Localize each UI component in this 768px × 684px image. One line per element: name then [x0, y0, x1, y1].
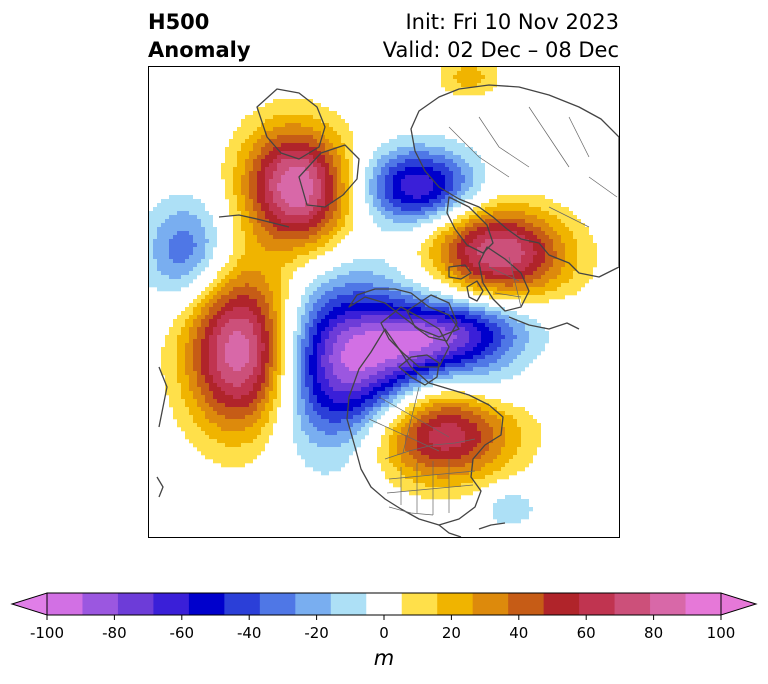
colorbar-segment [224, 593, 261, 615]
valid-dates: Valid: 02 Dec – 08 Dec [382, 38, 619, 62]
colorbar-tick-label: 100 [706, 624, 736, 642]
coastline-europe [478, 246, 530, 312]
colorbar-tick-label: -40 [236, 624, 262, 642]
colorbar-tick-label: 0 [379, 624, 389, 642]
coastlines [156, 84, 619, 537]
map-title: H500 Anomaly [148, 8, 251, 64]
coastline-west-pacific-islands [156, 476, 164, 498]
colorbar-tick-label: -100 [29, 624, 65, 642]
border-us-canada [384, 438, 476, 460]
colorbar-segment [259, 593, 296, 615]
colorbar-tick-label: 40 [509, 624, 529, 642]
coastline-eurasia [410, 84, 619, 278]
colorbar-tick-label: 20 [441, 624, 461, 642]
colorbar-segment [295, 593, 332, 615]
anomaly-contours [149, 67, 597, 524]
colorbar-tick-label: 80 [644, 624, 664, 642]
colorbar-segment [614, 593, 651, 615]
coastline-canadian-arctic [348, 288, 460, 338]
coastline-iceland [448, 264, 472, 280]
colorbar-segment [153, 593, 190, 615]
coastline-aleutians [218, 214, 290, 228]
coastline-greenland [380, 306, 450, 368]
title-type: Anomaly [148, 38, 251, 62]
coastline-british-isles [466, 280, 484, 302]
colorbar-segment [650, 593, 687, 615]
colorbar-segment [508, 593, 545, 615]
colorbar-segment [685, 593, 722, 615]
colorbar-segment [117, 593, 154, 615]
colorbar [0, 588, 768, 628]
colorbar-underflow-arrow [10, 592, 48, 616]
colorbar-tick-label: 60 [576, 624, 596, 642]
colorbar-segment [188, 593, 225, 615]
colorbar-segment [366, 593, 403, 615]
colorbar-tick-label: -80 [102, 624, 127, 642]
grid-us-states [386, 459, 476, 515]
coastline-greenland-east [406, 294, 458, 342]
colorbar-tick-label: -60 [169, 624, 195, 642]
coastline-alaska [298, 144, 360, 208]
border-us-mexico [388, 506, 434, 516]
colorbar-bar [10, 592, 758, 620]
title-variable: H500 [148, 10, 210, 34]
map-dates: Init: Fri 10 Nov 2023 Valid: 02 Dec – 08… [383, 8, 619, 64]
grid-russia-regions [448, 106, 618, 228]
grid-canada-provinces [368, 386, 450, 454]
coastline-scandinavia [446, 196, 494, 254]
coastline-japan [158, 366, 168, 428]
coastline-north-america [346, 328, 504, 526]
coastline-hudson-bay [398, 354, 440, 386]
coastline-mediterranean [508, 316, 580, 330]
colorbar-segment [330, 593, 367, 615]
init-date: Init: Fri 10 Nov 2023 [405, 10, 619, 34]
colorbar-segment [472, 593, 509, 615]
colorbar-overflow-arrow [720, 592, 758, 616]
colorbar-segment [543, 593, 580, 615]
colorbar-tick-label: -20 [304, 624, 329, 642]
coastline-kamchatka [256, 88, 326, 160]
anomaly-map [149, 67, 619, 537]
colorbar-segment [437, 593, 474, 615]
grid-europe-countries [488, 256, 522, 308]
colorbar-segment [47, 593, 83, 615]
coastline-caribbean [478, 522, 506, 530]
coastline-central-america [438, 524, 462, 537]
colorbar-segment [579, 593, 616, 615]
map-panel [148, 66, 620, 538]
political-borders [368, 106, 618, 516]
colorbar-segment [82, 593, 119, 615]
colorbar-units: m [373, 646, 395, 670]
colorbar-segment [401, 593, 438, 615]
